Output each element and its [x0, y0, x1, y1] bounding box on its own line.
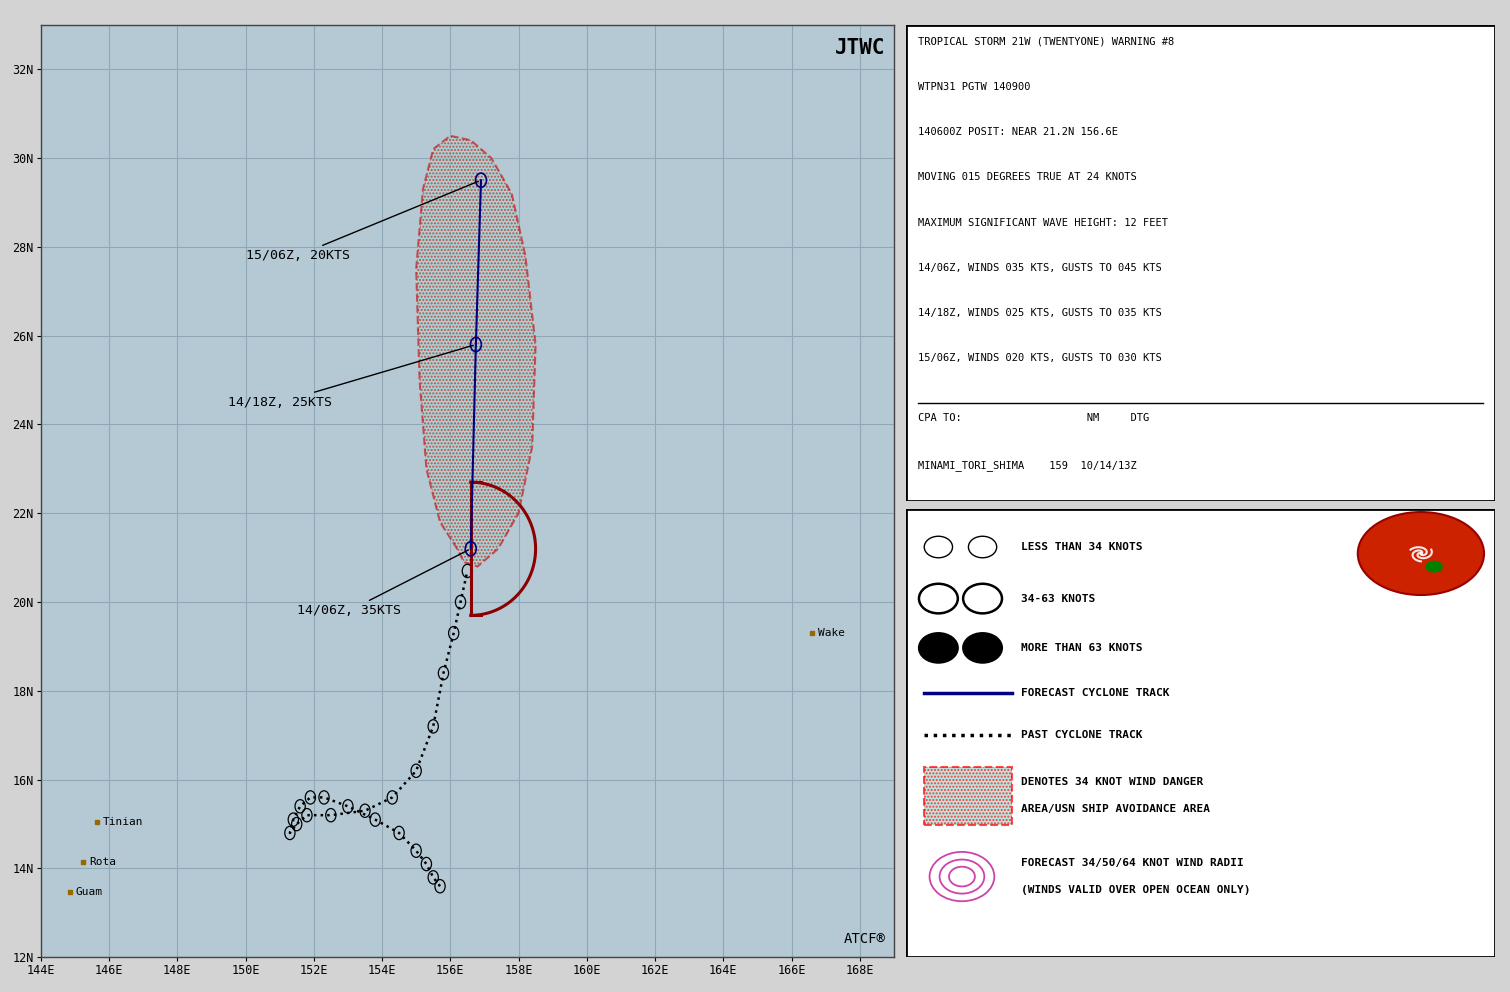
Text: (NM)  (HRS): (NM) (HRS) [918, 574, 1199, 584]
Text: Tinian: Tinian [103, 816, 143, 827]
Text: FORECAST 34/50/64 KNOT WIND RADII: FORECAST 34/50/64 KNOT WIND RADII [1021, 858, 1244, 868]
Circle shape [1427, 561, 1442, 571]
Circle shape [963, 633, 1003, 663]
Text: Guam: Guam [76, 887, 103, 897]
Text: FORECAST CYCLONE TRACK: FORECAST CYCLONE TRACK [1021, 687, 1169, 697]
Text: BEARING AND DISTANCE      DIR  DIST  TAU: BEARING AND DISTANCE DIR DIST TAU [918, 527, 1167, 537]
Text: WTPN31 PGTW 140900: WTPN31 PGTW 140900 [918, 82, 1030, 92]
Text: MORE THAN 63 KNOTS: MORE THAN 63 KNOTS [1021, 643, 1143, 653]
Text: MINAMI_TORI_SHIMA    159  10/14/13Z: MINAMI_TORI_SHIMA 159 10/14/13Z [918, 460, 1137, 471]
Text: TROPICAL STORM 21W (TWENTYONE) WARNING #8: TROPICAL STORM 21W (TWENTYONE) WARNING #… [918, 37, 1175, 47]
Bar [924, 767, 1012, 825]
Circle shape [920, 633, 957, 663]
Text: LESS THAN 34 KNOTS: LESS THAN 34 KNOTS [1021, 542, 1143, 552]
Text: AREA/USN SHIP AVOIDANCE AREA: AREA/USN SHIP AVOIDANCE AREA [1021, 805, 1210, 814]
Text: PEARL HARBOR
HAWAII: PEARL HARBOR HAWAII [1404, 610, 1438, 621]
Text: DENOTES 34 KNOT WIND DANGER: DENOTES 34 KNOT WIND DANGER [1021, 778, 1203, 788]
Text: Wake: Wake [818, 628, 846, 638]
Text: 14/18Z, 25KTS: 14/18Z, 25KTS [228, 345, 473, 409]
Text: 14/06Z, 35KTS: 14/06Z, 35KTS [297, 550, 468, 617]
Polygon shape [417, 136, 536, 566]
Text: PAST CYCLONE TRACK: PAST CYCLONE TRACK [1021, 730, 1143, 740]
Text: MAXIMUM SIGNIFICANT WAVE HEIGHT: 12 FEET: MAXIMUM SIGNIFICANT WAVE HEIGHT: 12 FEET [918, 217, 1167, 227]
Text: 15/06Z, 20KTS: 15/06Z, 20KTS [246, 182, 479, 262]
Text: MOVING 015 DEGREES TRUE AT 24 KNOTS: MOVING 015 DEGREES TRUE AT 24 KNOTS [918, 173, 1137, 183]
Text: JTWC: JTWC [835, 38, 885, 59]
Text: 14/18Z, WINDS 025 KTS, GUSTS TO 035 KTS: 14/18Z, WINDS 025 KTS, GUSTS TO 035 KTS [918, 309, 1161, 318]
Text: 14/06Z, WINDS 035 KTS, GUSTS TO 045 KTS: 14/06Z, WINDS 035 KTS, GUSTS TO 045 KTS [918, 263, 1161, 273]
Text: 140600Z POSIT: NEAR 21.2N 156.6E: 140600Z POSIT: NEAR 21.2N 156.6E [918, 127, 1117, 137]
Text: 15/06Z, WINDS 020 KTS, GUSTS TO 030 KTS: 15/06Z, WINDS 020 KTS, GUSTS TO 030 KTS [918, 353, 1161, 363]
Text: CPA TO:                    NM     DTG: CPA TO: NM DTG [918, 413, 1149, 423]
Text: 34-63 KNOTS: 34-63 KNOTS [1021, 593, 1095, 603]
Text: MINAMI_TORI_SHIMA       141   230    0: MINAMI_TORI_SHIMA 141 230 0 [918, 618, 1155, 629]
Text: Rota: Rota [89, 857, 116, 867]
Circle shape [1357, 512, 1484, 595]
Text: ATCF®: ATCF® [844, 932, 885, 946]
Text: (WINDS VALID OVER OPEN OCEAN ONLY): (WINDS VALID OVER OPEN OCEAN ONLY) [1021, 885, 1250, 895]
